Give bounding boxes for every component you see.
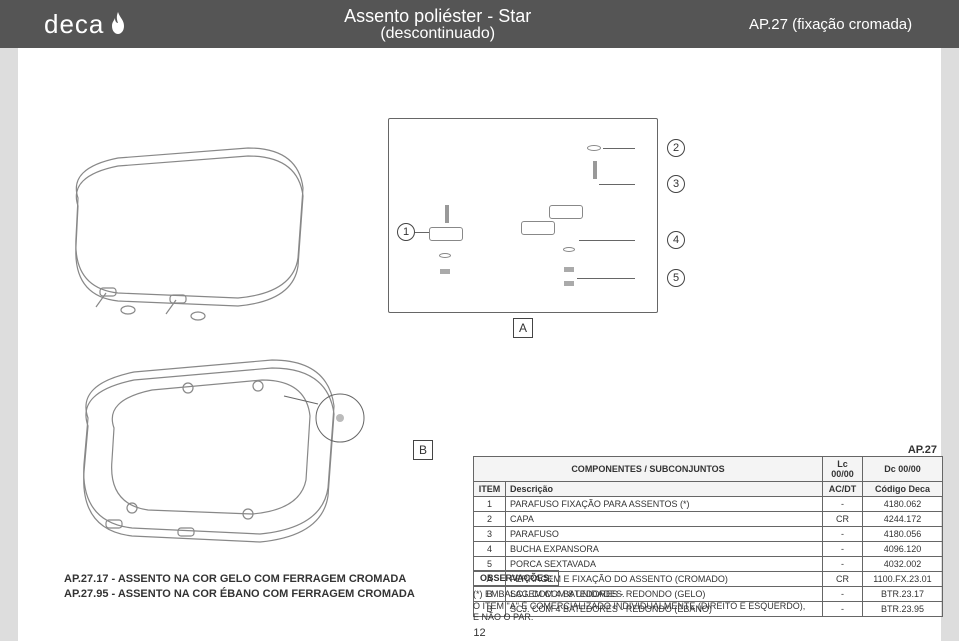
table-row: COMPONENTES / SUBCONJUNTOS Lc 00/00 Dc 0… [474, 457, 943, 482]
bolt-icon [445, 205, 449, 223]
bracket-icon [429, 227, 463, 241]
model-code: AP.27 [473, 444, 943, 456]
observations: OBSERVAÇÕES: (*) EMBALAGEM COM 8 UNIDADE… [473, 570, 943, 624]
cell-item: 1 [474, 497, 506, 512]
cell-acdt: - [823, 497, 863, 512]
obs-title: OBSERVAÇÕES: [473, 570, 559, 586]
brand-logo: deca [44, 9, 126, 40]
table-row: ITEM Descrição AC/DT Código Deca [474, 482, 943, 497]
cell-desc: PARAFUSO [506, 527, 823, 542]
cell-code: 4244.172 [863, 512, 943, 527]
leader-line [579, 240, 635, 241]
cell-acdt: CR [823, 512, 863, 527]
table-row: 1PARAFUSO FIXAÇÃO PARA ASSENTOS (*)-4180… [474, 497, 943, 512]
callout-label: 1 [403, 226, 409, 238]
flame-icon [110, 12, 126, 36]
callout: 2 [667, 139, 685, 157]
callout: 5 [667, 269, 685, 287]
bolt-icon [593, 161, 597, 179]
th-code: Código Deca [863, 482, 943, 497]
table-row: 2CAPACR4244.172 [474, 512, 943, 527]
cell-desc: CAPA [506, 512, 823, 527]
th-acdt: AC/DT [823, 482, 863, 497]
margin-left [0, 0, 18, 641]
diagram-area: 1 2 3 4 5 A B AP.27 [18, 48, 941, 621]
doc-code: AP.27 (fixação cromada) [749, 16, 959, 33]
cell-desc: PARAFUSO FIXAÇÃO PARA ASSENTOS (*) [506, 497, 823, 512]
cell-item: 3 [474, 527, 506, 542]
cell-acdt: - [823, 542, 863, 557]
hardware-frame: 1 2 3 4 5 [388, 118, 658, 313]
title-main: Assento poliéster - Star [126, 6, 749, 27]
nut-icon [440, 269, 450, 274]
obs-line: E NÃO O PAR. [473, 612, 943, 624]
callout-label: 3 [673, 178, 679, 190]
leader-line [415, 232, 429, 233]
cell-acdt: - [823, 527, 863, 542]
variant-list: AP.27.17 - ASSENTO NA COR GELO COM FERRA… [64, 572, 415, 603]
cap-icon [587, 145, 601, 151]
th-desc: Descrição [506, 482, 823, 497]
nut-icon [564, 281, 574, 286]
cell-code: 4180.062 [863, 497, 943, 512]
doc-header: deca Assento poliéster - Star (descontin… [0, 0, 959, 48]
variant-line: AP.27.95 - ASSENTO NA COR ÉBANO COM FERR… [64, 587, 415, 602]
seat-open-drawing [48, 348, 368, 568]
leader-line [603, 148, 635, 149]
callout-label: 4 [673, 234, 679, 246]
th-dc: Dc 00/00 [863, 457, 943, 482]
frame-label-a: A [513, 318, 533, 338]
cell-desc: BUCHA EXPANSORA [506, 542, 823, 557]
variant-line: AP.27.17 - ASSENTO NA COR GELO COM FERRA… [64, 572, 415, 587]
brand-name: deca [44, 9, 104, 40]
obs-body: (*) EMBALAGEM COM 8 UNIDADES. O ITEM "A"… [473, 589, 943, 624]
table-row: 3PARAFUSO-4180.056 [474, 527, 943, 542]
cell-code: 4180.056 [863, 527, 943, 542]
table-row: 4BUCHA EXPANSORA-4096.120 [474, 542, 943, 557]
washer-icon [563, 247, 575, 252]
bracket-icon [549, 205, 583, 219]
cell-item: 2 [474, 512, 506, 527]
cell-item: 4 [474, 542, 506, 557]
detail-label-b: B [413, 440, 433, 460]
obs-line: O ITEM "A" É COMERCIALIZADO INDIVIDUALME… [473, 601, 943, 613]
obs-line: (*) EMBALAGEM COM 8 UNIDADES. [473, 589, 943, 601]
bracket-icon [521, 221, 555, 235]
th-item: ITEM [474, 482, 506, 497]
page-number: 12 [473, 627, 485, 639]
cell-code: 4096.120 [863, 542, 943, 557]
callout: 1 [397, 223, 415, 241]
leader-line [599, 184, 635, 185]
washer-icon [439, 253, 451, 258]
doc-title: Assento poliéster - Star (descontinuado) [126, 6, 749, 43]
callout-label: 5 [673, 272, 679, 284]
callout-label: 2 [673, 142, 679, 154]
callout: 4 [667, 231, 685, 249]
nut-icon [564, 267, 574, 272]
title-sub: (descontinuado) [126, 25, 749, 43]
page: deca Assento poliéster - Star (descontin… [0, 0, 959, 641]
th-lc: Lc 00/00 [823, 457, 863, 482]
th-components: COMPONENTES / SUBCONJUNTOS [474, 457, 823, 482]
leader-line [577, 278, 635, 279]
seat-closed-drawing [48, 138, 328, 328]
margin-right [941, 0, 959, 641]
callout: 3 [667, 175, 685, 193]
